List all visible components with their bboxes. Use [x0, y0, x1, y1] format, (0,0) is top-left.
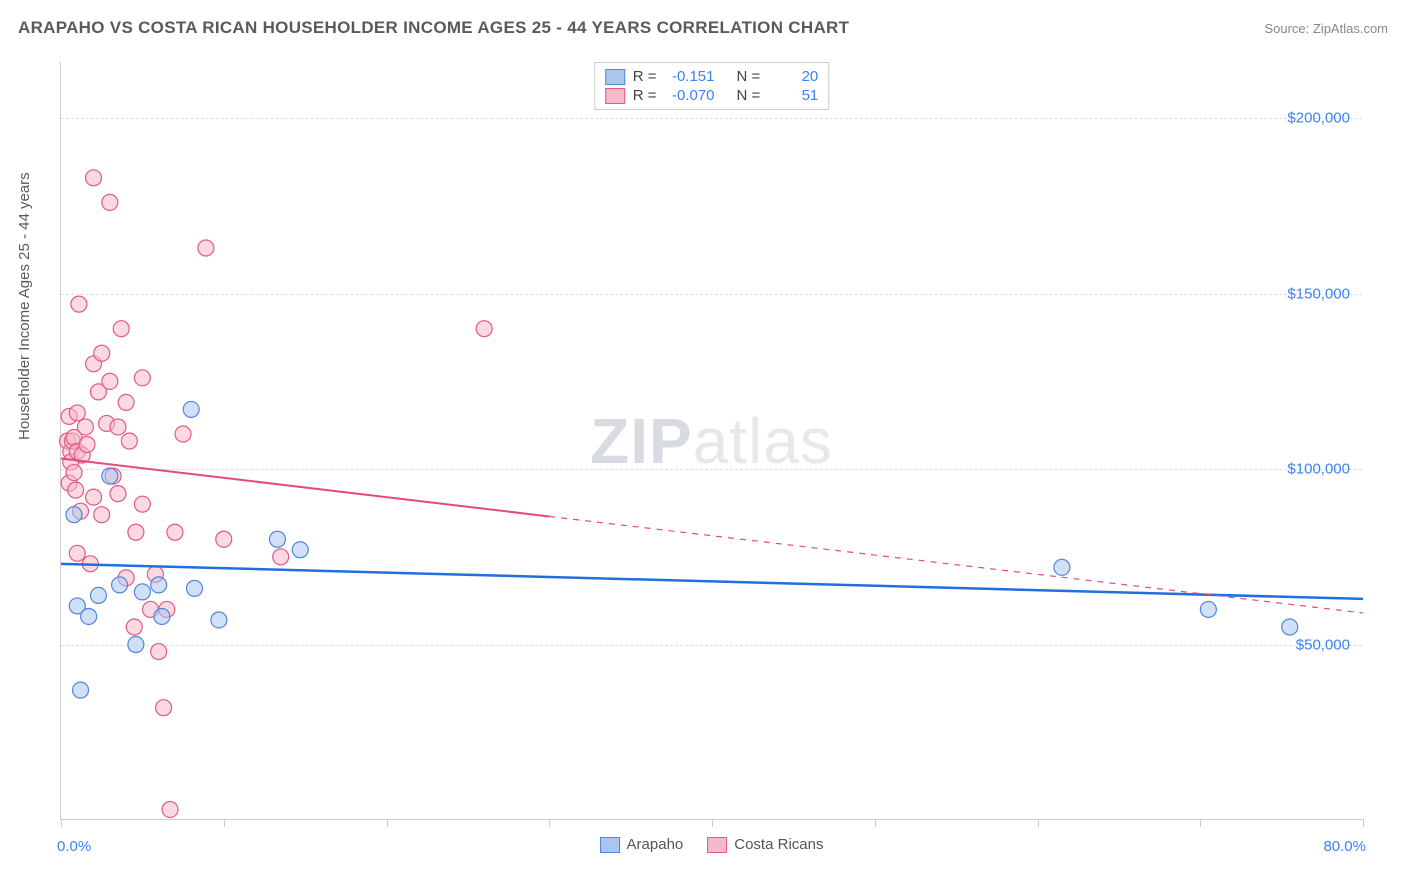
data-point-costa-ricans — [476, 321, 492, 337]
data-point-costa-ricans — [102, 194, 118, 210]
data-point-costa-ricans — [175, 426, 191, 442]
series-legend: Arapaho Costa Ricans — [600, 836, 824, 853]
data-point-arapaho — [183, 401, 199, 417]
r-value-arapaho: -0.151 — [665, 68, 715, 85]
data-point-costa-ricans — [156, 700, 172, 716]
legend-item-costa-ricans: Costa Ricans — [707, 836, 823, 853]
swatch-arapaho-icon — [600, 837, 620, 853]
legend-row-costa-ricans: R = -0.070 N = 51 — [605, 86, 819, 105]
data-point-costa-ricans — [167, 524, 183, 540]
x-tick — [61, 819, 62, 827]
data-point-arapaho — [1200, 601, 1216, 617]
chart-title: ARAPAHO VS COSTA RICAN HOUSEHOLDER INCOM… — [18, 18, 849, 38]
x-tick — [1200, 819, 1201, 827]
x-tick — [875, 819, 876, 827]
swatch-costa-ricans-icon — [707, 837, 727, 853]
data-point-costa-ricans — [126, 619, 142, 635]
r-label: R = — [633, 87, 657, 104]
n-label: N = — [737, 87, 761, 104]
n-value-costa-ricans: 51 — [768, 87, 818, 104]
data-point-arapaho — [186, 580, 202, 596]
data-point-costa-ricans — [71, 296, 87, 312]
data-point-costa-ricans — [86, 170, 102, 186]
legend-label-arapaho: Arapaho — [627, 836, 684, 853]
data-point-costa-ricans — [69, 405, 85, 421]
data-point-arapaho — [154, 608, 170, 624]
data-point-arapaho — [81, 608, 97, 624]
data-point-costa-ricans — [121, 433, 137, 449]
x-tick — [712, 819, 713, 827]
trend-line-dashed-costa-ricans — [549, 516, 1363, 613]
n-value-arapaho: 20 — [768, 68, 818, 85]
data-point-arapaho — [134, 584, 150, 600]
data-point-costa-ricans — [94, 345, 110, 361]
data-point-costa-ricans — [77, 419, 93, 435]
x-min-label: 0.0% — [57, 838, 91, 855]
data-point-arapaho — [90, 587, 106, 603]
correlation-legend: R = -0.151 N = 20 R = -0.070 N = 51 — [594, 62, 830, 110]
data-point-costa-ricans — [68, 482, 84, 498]
data-point-costa-ricans — [94, 507, 110, 523]
data-point-costa-ricans — [273, 549, 289, 565]
data-point-arapaho — [211, 612, 227, 628]
chart-svg — [61, 62, 1362, 819]
data-point-arapaho — [151, 577, 167, 593]
data-point-costa-ricans — [216, 531, 232, 547]
y-axis-label: Householder Income Ages 25 - 44 years — [16, 172, 33, 440]
legend-label-costa-ricans: Costa Ricans — [734, 836, 823, 853]
data-point-costa-ricans — [134, 496, 150, 512]
x-tick — [387, 819, 388, 827]
data-point-costa-ricans — [162, 801, 178, 817]
data-point-costa-ricans — [79, 437, 95, 453]
trend-line-costa-ricans — [61, 459, 549, 517]
data-point-costa-ricans — [118, 394, 134, 410]
x-max-label: 80.0% — [1323, 838, 1366, 855]
data-point-arapaho — [66, 507, 82, 523]
r-value-costa-ricans: -0.070 — [665, 87, 715, 104]
data-point-costa-ricans — [86, 489, 102, 505]
n-label: N = — [737, 68, 761, 85]
data-point-costa-ricans — [69, 545, 85, 561]
x-tick — [1038, 819, 1039, 827]
swatch-arapaho — [605, 69, 625, 85]
data-point-arapaho — [1054, 559, 1070, 575]
legend-row-arapaho: R = -0.151 N = 20 — [605, 67, 819, 86]
data-point-costa-ricans — [128, 524, 144, 540]
x-tick — [1363, 819, 1364, 827]
data-point-arapaho — [128, 637, 144, 653]
data-point-arapaho — [112, 577, 128, 593]
x-tick — [224, 819, 225, 827]
swatch-costa-ricans — [605, 88, 625, 104]
data-point-arapaho — [269, 531, 285, 547]
data-point-costa-ricans — [151, 644, 167, 660]
data-point-costa-ricans — [66, 465, 82, 481]
x-tick — [549, 819, 550, 827]
source-label: Source: ZipAtlas.com — [1264, 21, 1388, 36]
r-label: R = — [633, 68, 657, 85]
trend-line-arapaho — [61, 564, 1363, 599]
data-point-costa-ricans — [102, 373, 118, 389]
legend-item-arapaho: Arapaho — [600, 836, 684, 853]
data-point-arapaho — [1282, 619, 1298, 635]
data-point-costa-ricans — [110, 419, 126, 435]
data-point-costa-ricans — [134, 370, 150, 386]
data-point-arapaho — [102, 468, 118, 484]
data-point-arapaho — [73, 682, 89, 698]
data-point-costa-ricans — [110, 486, 126, 502]
data-point-arapaho — [292, 542, 308, 558]
plot-area: ZIPatlas $50,000$100,000$150,000$200,000… — [60, 62, 1362, 820]
data-point-costa-ricans — [113, 321, 129, 337]
data-point-costa-ricans — [198, 240, 214, 256]
